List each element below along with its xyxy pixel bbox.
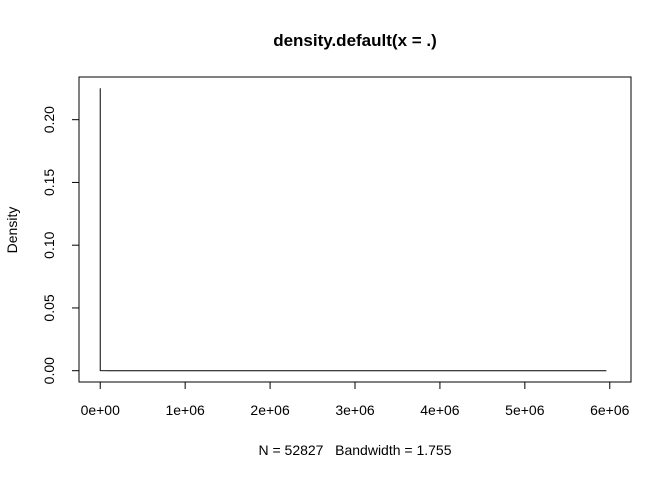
y-tick-label: 0.20 (41, 106, 57, 133)
y-axis: 0.00 0.05 0.10 0.15 0.20 (41, 106, 80, 384)
x-tick-label: 4e+06 (420, 402, 460, 418)
chart-title: density.default(x = .) (273, 31, 437, 50)
x-tick-label: 5e+06 (505, 402, 545, 418)
y-tick-label: 0.10 (41, 231, 57, 258)
x-tick-label: 1e+06 (165, 402, 205, 418)
x-axis: 0e+00 1e+06 2e+06 3e+06 4e+06 5e+06 6e+06 (81, 381, 630, 418)
density-curve (99, 88, 607, 372)
x-tick-label: 3e+06 (335, 402, 375, 418)
plot-area-frame (78, 76, 632, 383)
series-layer (99, 88, 607, 372)
x-axis-label: N = 52827 Bandwidth = 1.755 (258, 442, 451, 458)
x-tick-label: 2e+06 (250, 402, 290, 418)
y-axis-label: Density (4, 207, 20, 254)
x-tick-label: 0e+00 (81, 402, 121, 418)
y-tick-label: 0.15 (41, 169, 57, 196)
x-tick-label: 6e+06 (590, 402, 630, 418)
y-tick-label: 0.05 (41, 294, 57, 321)
y-tick-label: 0.00 (41, 357, 57, 384)
